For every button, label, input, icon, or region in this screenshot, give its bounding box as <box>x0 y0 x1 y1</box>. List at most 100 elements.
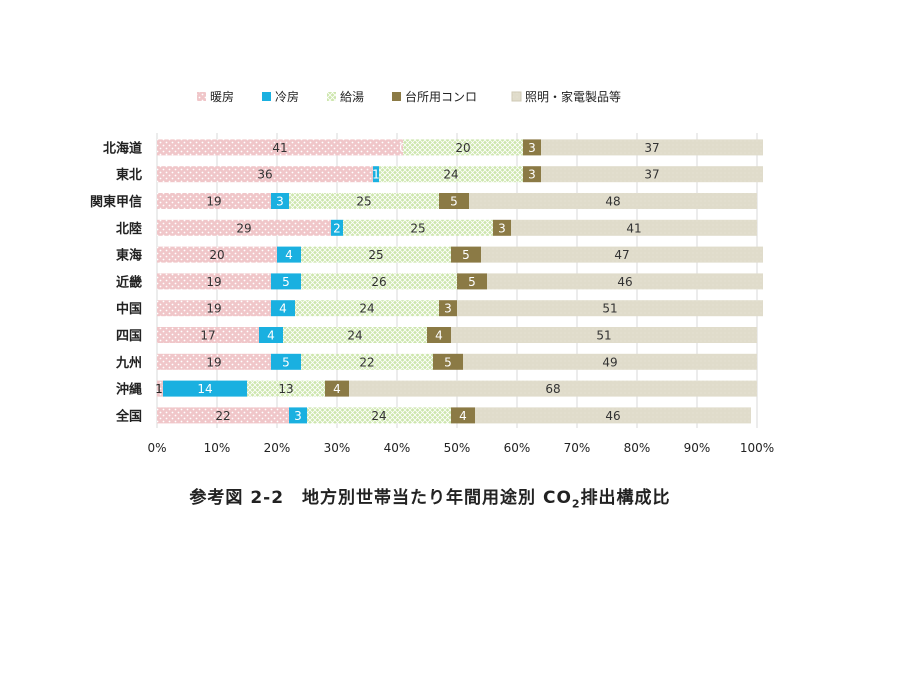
bar-segment <box>457 300 763 317</box>
bar-segment <box>307 407 451 424</box>
caption-suffix: 排出構成比 <box>580 488 671 508</box>
data-label: 36 <box>257 168 272 182</box>
bar-segment <box>163 380 247 397</box>
bar-segment <box>487 273 763 290</box>
data-label: 24 <box>443 168 458 182</box>
data-label: 5 <box>282 275 290 289</box>
data-label: 41 <box>272 141 287 155</box>
data-label: 5 <box>462 248 470 262</box>
data-label: 41 <box>626 221 641 235</box>
bar-segment <box>271 353 301 370</box>
data-label: 25 <box>368 248 383 262</box>
x-tick-label: 90% <box>684 441 711 455</box>
legend-swatch-4 <box>511 91 522 102</box>
legend-swatch-0 <box>197 92 206 101</box>
data-label: 3 <box>498 221 506 235</box>
legend-label-0: 暖房 <box>210 89 234 104</box>
x-tick-label: 70% <box>564 441 591 455</box>
category-label: 中国 <box>116 301 142 317</box>
data-label: 3 <box>276 195 284 209</box>
category-label: 四国 <box>116 329 142 344</box>
data-label: 51 <box>596 329 611 343</box>
bar-segment <box>493 219 511 236</box>
data-label: 46 <box>605 409 620 423</box>
data-label: 48 <box>605 195 620 209</box>
bar-segment <box>451 407 475 424</box>
data-label: 4 <box>279 302 287 316</box>
data-label: 4 <box>459 409 467 423</box>
bar-segment <box>157 353 271 370</box>
bar-segment <box>475 407 751 424</box>
bar-segment <box>271 300 295 317</box>
bar-segment <box>523 139 541 156</box>
data-label: 4 <box>285 248 293 262</box>
bar-segment <box>541 139 763 156</box>
data-label: 47 <box>614 248 629 262</box>
bar-segment <box>403 139 523 156</box>
bar-segment <box>157 139 403 156</box>
data-label: 19 <box>206 195 221 209</box>
bar-segment <box>373 166 379 183</box>
category-label: 関東甲信 <box>90 194 142 210</box>
bar-segment <box>295 300 439 317</box>
x-tick-label: 10% <box>204 441 231 455</box>
bar-segment <box>379 166 523 183</box>
legend-label-3: 台所用コンロ <box>405 89 477 104</box>
bar-segment <box>289 407 307 424</box>
caption-prefix: 参考図 2-2 地方別世帯当たり年間用途別 CO <box>189 488 572 508</box>
data-label: 24 <box>347 329 362 343</box>
bar-segment <box>157 166 373 183</box>
category-label: 東北 <box>116 167 142 183</box>
data-label: 20 <box>209 248 224 262</box>
data-label: 4 <box>435 329 443 343</box>
legend-swatch-2 <box>327 92 336 101</box>
bar-segment <box>271 193 289 209</box>
data-label: 49 <box>602 355 617 369</box>
data-label: 3 <box>444 302 452 316</box>
bar-segment <box>157 407 289 424</box>
bar-segment <box>301 273 457 290</box>
category-label: 北海道 <box>103 140 142 156</box>
bar-segment <box>157 219 331 236</box>
legend-label-1: 冷房 <box>275 89 299 104</box>
data-label: 19 <box>206 302 221 316</box>
x-tick-label: 80% <box>624 441 651 455</box>
bar-segment <box>247 380 325 397</box>
bar-segment <box>259 327 283 343</box>
bar-segment <box>439 300 457 317</box>
bar-segment <box>451 246 481 263</box>
x-axis-labels: 0% 10% 20% 30% 40% 50% 60% 70% 80% 90% 100% <box>147 441 774 455</box>
legend-label-4: 照明・家電製品等 <box>525 89 621 104</box>
data-label: 25 <box>356 195 371 209</box>
legend-swatch-3 <box>392 92 401 101</box>
bar-segment <box>157 246 277 263</box>
data-label: 26 <box>371 275 386 289</box>
data-label: 1 <box>155 382 163 396</box>
data-label: 24 <box>359 302 374 316</box>
data-label: 5 <box>282 355 290 369</box>
data-label: 17 <box>200 329 215 343</box>
legend-swatch-1 <box>262 92 271 101</box>
bar-segment <box>427 327 451 343</box>
bar-segment <box>469 193 757 209</box>
data-label: 1 <box>372 168 380 182</box>
bar-segment <box>481 246 763 263</box>
data-label: 37 <box>644 168 659 182</box>
bar-segment <box>349 380 757 397</box>
category-label: 沖縄 <box>116 382 142 398</box>
data-label: 5 <box>450 195 458 209</box>
bar-segment <box>301 246 451 263</box>
data-label: 3 <box>528 141 536 155</box>
data-label: 5 <box>444 355 452 369</box>
data-label: 25 <box>410 221 425 235</box>
legend: 暖房 冷房 給湯 台所用コンロ 照明・家電製品等 <box>197 89 621 104</box>
data-label: 46 <box>617 275 632 289</box>
bar-segment <box>157 193 271 209</box>
figure-caption: 参考図 2-2 地方別世帯当たり年間用途別 CO2排出構成比 <box>0 483 860 510</box>
category-label: 北陸 <box>116 221 142 237</box>
bar-segment <box>331 219 343 236</box>
bar-segment <box>283 327 427 343</box>
bar-segment <box>325 380 349 397</box>
